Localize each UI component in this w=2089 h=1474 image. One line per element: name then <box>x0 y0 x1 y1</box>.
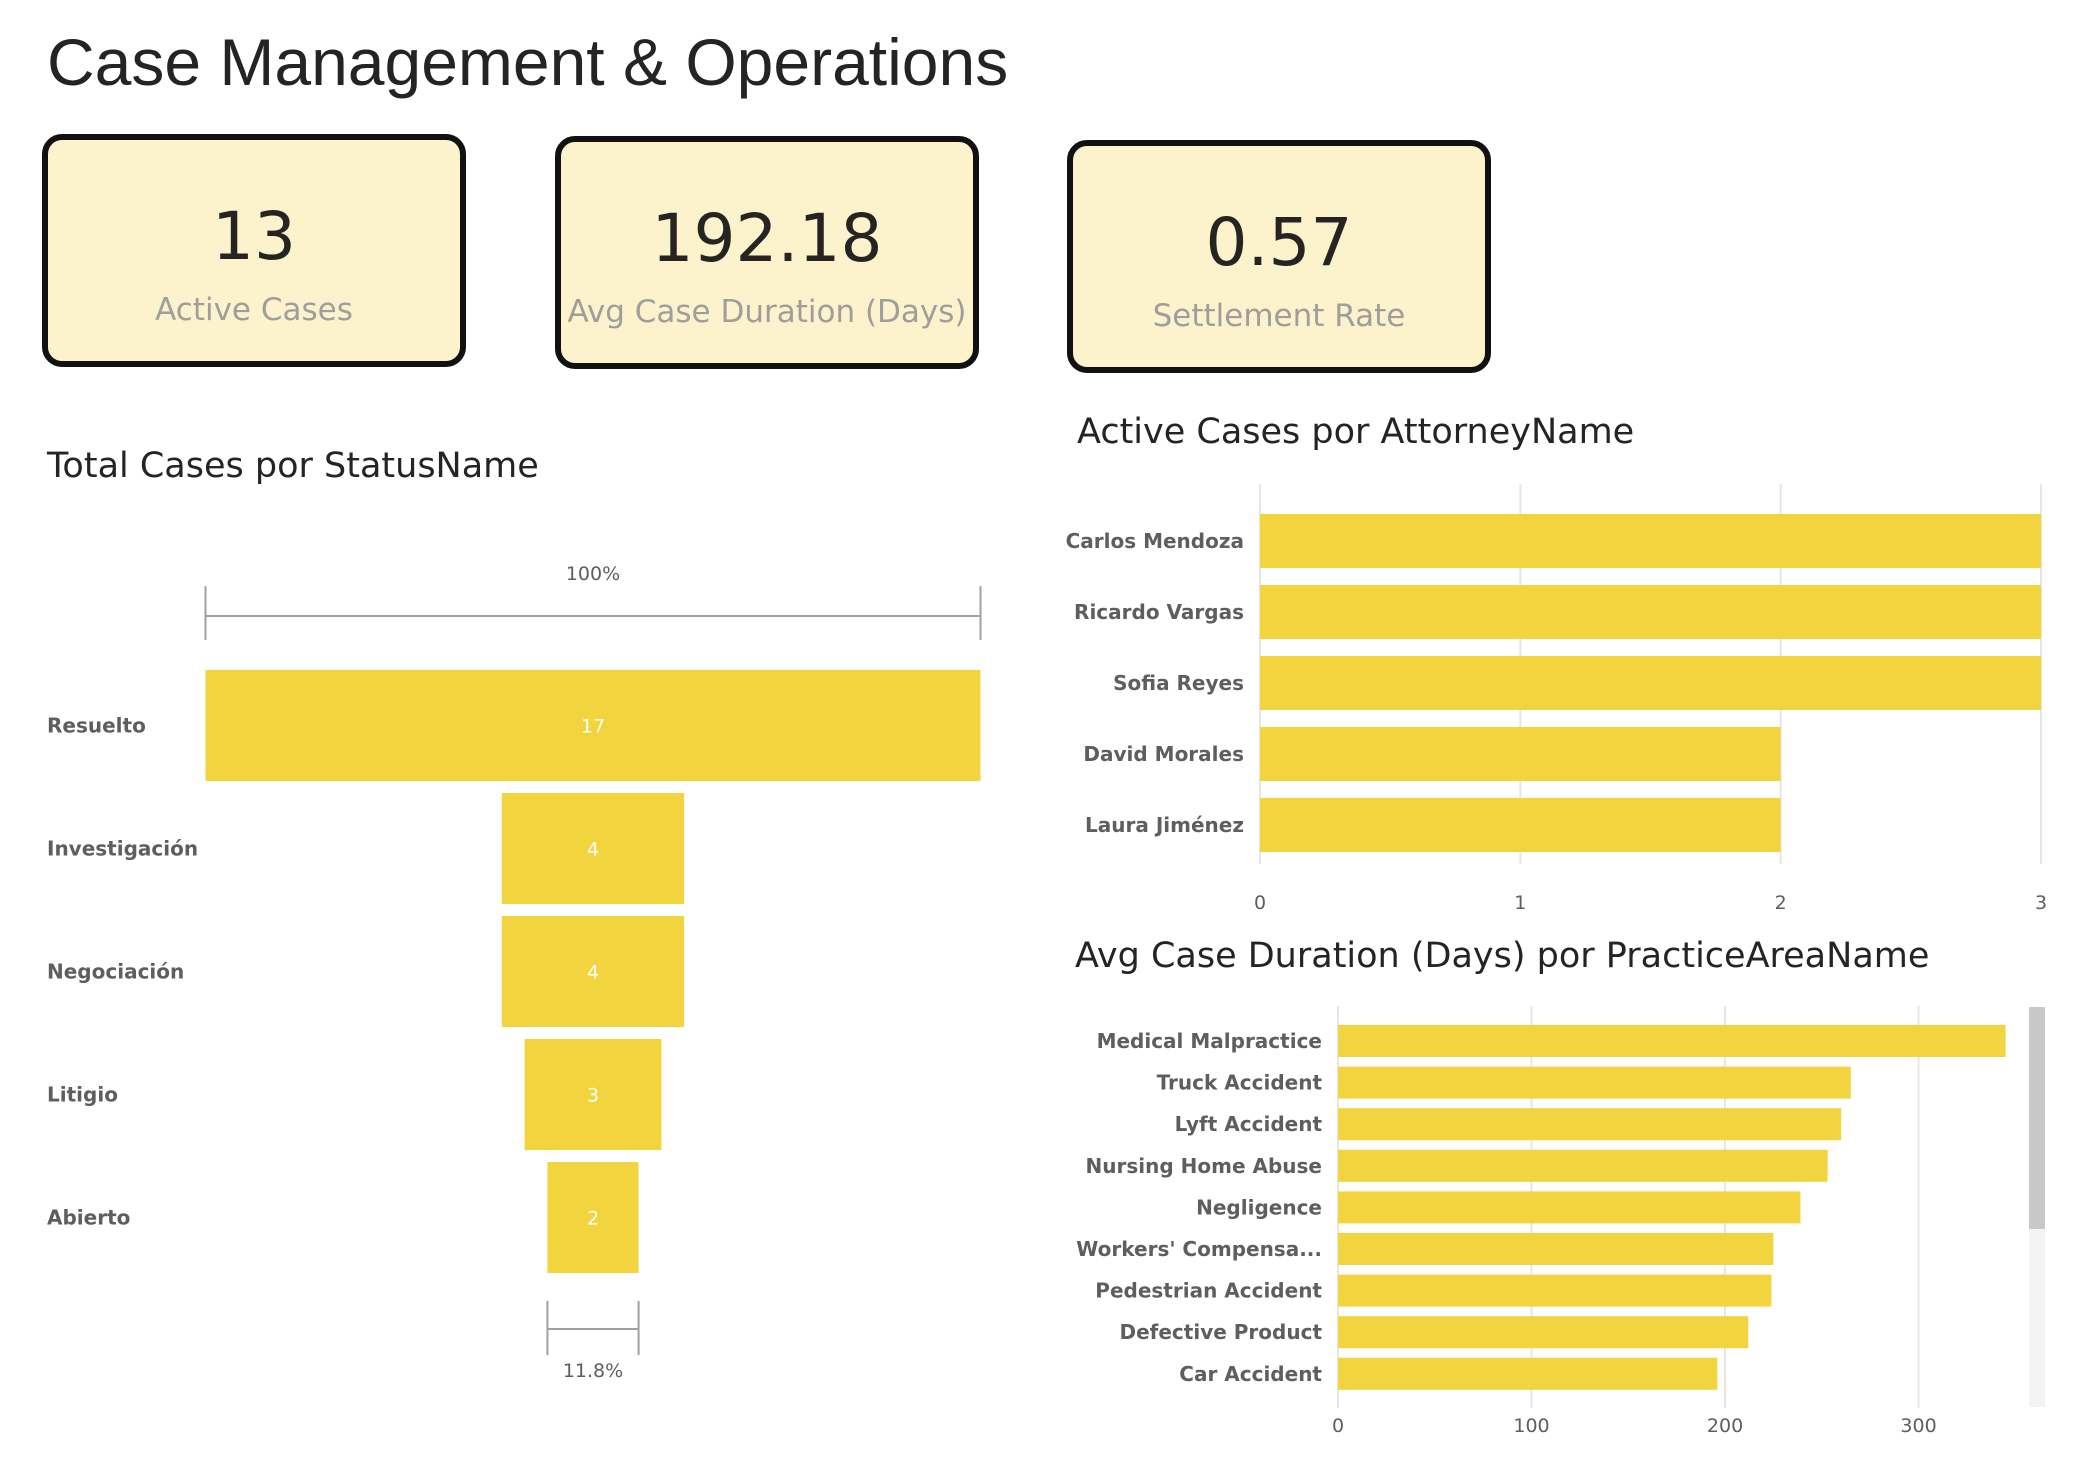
practice-area-bar[interactable] <box>1338 1275 1771 1307</box>
attorney-bar[interactable] <box>1260 514 2041 568</box>
funnel-top-conversion-label: 100% <box>566 563 620 585</box>
attorney-x-tick-label: 1 <box>1514 892 1526 914</box>
scrollbar-thumb[interactable] <box>2029 1007 2045 1229</box>
practice-area-bar[interactable] <box>1338 1233 1773 1265</box>
practice-area-x-tick-label: 100 <box>1513 1415 1549 1437</box>
practice-area-bar[interactable] <box>1338 1150 1828 1182</box>
attorney-category-label: David Morales <box>1083 742 1244 766</box>
practice-area-category-label: Medical Malpractice <box>1097 1029 1322 1053</box>
practice-area-category-label: Car Accident <box>1179 1362 1322 1386</box>
funnel-data-label: 4 <box>587 839 599 861</box>
attorney-bar[interactable] <box>1260 798 1781 852</box>
funnel-category-label: Abierto <box>47 1206 130 1230</box>
practice-area-category-label: Nursing Home Abuse <box>1086 1154 1322 1178</box>
practice-area-x-tick-label: 300 <box>1900 1415 1936 1437</box>
practice-area-category-label: Workers' Compensa... <box>1076 1237 1322 1261</box>
practice-area-category-label: Pedestrian Accident <box>1095 1279 1322 1303</box>
attorney-bar[interactable] <box>1260 585 2041 639</box>
practice-area-x-tick-label: 0 <box>1332 1415 1344 1437</box>
practice-area-bar[interactable] <box>1338 1067 1851 1099</box>
funnel-category-label: Investigación <box>47 837 198 861</box>
attorney-x-tick-label: 2 <box>1775 892 1787 914</box>
practice-area-bar[interactable] <box>1338 1358 1717 1390</box>
practice-area-category-label: Defective Product <box>1120 1320 1323 1344</box>
practice-area-bar[interactable] <box>1338 1191 1800 1223</box>
funnel-category-label: Resuelto <box>47 714 146 738</box>
attorney-category-label: Ricardo Vargas <box>1074 600 1244 624</box>
attorney-x-tick-label: 0 <box>1254 892 1266 914</box>
practice-area-bar[interactable] <box>1338 1316 1748 1348</box>
funnel-category-label: Negociación <box>47 960 184 984</box>
funnel-bottom-conversion-label: 11.8% <box>563 1360 623 1382</box>
practice-area-category-label: Truck Accident <box>1157 1071 1323 1095</box>
funnel-data-label: 3 <box>587 1085 599 1107</box>
funnel-category-label: Litigio <box>47 1083 118 1107</box>
funnel-data-label: 17 <box>581 716 605 738</box>
attorney-bar[interactable] <box>1260 656 2041 710</box>
practice-area-category-label: Negligence <box>1196 1195 1322 1219</box>
funnel-data-label: 4 <box>587 962 599 984</box>
practice-area-x-tick-label: 200 <box>1707 1415 1743 1437</box>
practice-area-bar[interactable] <box>1338 1025 2006 1057</box>
funnel-data-label: 2 <box>587 1208 599 1230</box>
practice-area-category-label: Lyft Accident <box>1175 1112 1323 1136</box>
attorney-category-label: Carlos Mendoza <box>1066 529 1244 553</box>
attorney-bar[interactable] <box>1260 727 1781 781</box>
attorney-x-tick-label: 3 <box>2035 892 2047 914</box>
practice-area-bar[interactable] <box>1338 1108 1841 1140</box>
attorney-category-label: Laura Jiménez <box>1085 813 1244 837</box>
attorney-category-label: Sofia Reyes <box>1113 671 1244 695</box>
